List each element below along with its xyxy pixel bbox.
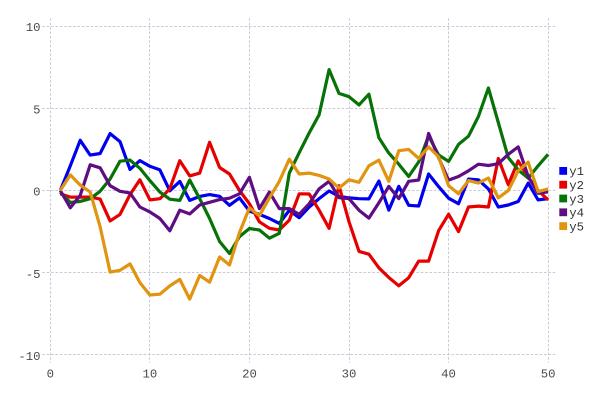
svg-text:y3: y3 (569, 193, 584, 207)
svg-text:y1: y1 (569, 165, 584, 179)
svg-text:0: 0 (47, 368, 54, 382)
svg-text:0: 0 (33, 186, 40, 200)
svg-text:y5: y5 (569, 220, 584, 234)
svg-text:-5: -5 (26, 268, 41, 282)
svg-text:40: 40 (441, 368, 456, 382)
svg-text:y4: y4 (569, 207, 584, 221)
svg-text:5: 5 (33, 103, 40, 117)
svg-text:20: 20 (242, 368, 257, 382)
svg-text:y2: y2 (569, 179, 584, 193)
svg-text:50: 50 (541, 368, 556, 382)
svg-text:-10: -10 (18, 350, 40, 364)
svg-text:10: 10 (26, 21, 41, 35)
svg-text:10: 10 (143, 368, 158, 382)
svg-text:30: 30 (342, 368, 357, 382)
